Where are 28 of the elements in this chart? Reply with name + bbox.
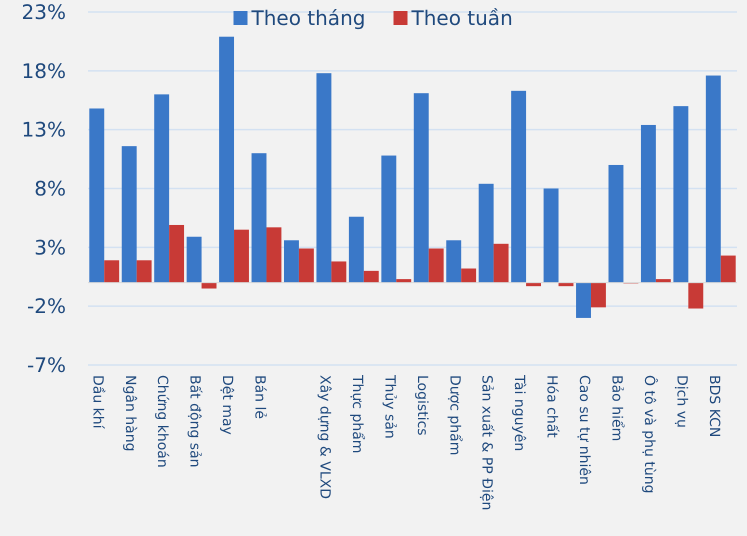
x-tick-label: Bảo hiểm (608, 375, 626, 442)
x-tick-label: BDS KCN (706, 375, 722, 438)
legend-label: Theo tuần (410, 6, 513, 30)
x-tick-label: Thủy sản (381, 374, 398, 439)
x-tick-label: Hóa chất (544, 375, 560, 438)
x-tick-label: Tài nguyên (511, 374, 528, 452)
x-tick-label: Chứng khoán (154, 375, 170, 468)
y-tick-label: 3% (34, 235, 66, 260)
x-tick-label: Cao su tự nhiên (576, 375, 592, 485)
x-tick-label: Xây dựng & VLXD (316, 375, 332, 499)
x-tick-label: Dịch vụ (673, 375, 690, 428)
x-tick-label: Ô tô và phụ tùng (640, 375, 658, 494)
x-tick-label: Logistics (414, 375, 430, 436)
y-tick-label: 8% (34, 176, 66, 200)
x-tick-label: Thực phẩm (348, 374, 366, 454)
x-tick-label: Sản xuất & PP Điện (478, 375, 495, 510)
y-tick-label: -7% (27, 353, 66, 377)
legend-label: Theo tháng (250, 6, 366, 30)
x-tick-label: Bán lẻ (252, 375, 268, 420)
y-tick-label: -2% (27, 294, 66, 318)
x-tick-label: Bất động sản (186, 375, 203, 468)
x-tick-label: Ngân hàng (122, 375, 138, 452)
y-tick-label: 18% (22, 58, 66, 83)
x-tick-label: Dầu khí (89, 375, 106, 430)
x-tick-label: Dệt may (219, 375, 236, 435)
x-tick-label: Dược phẩm (446, 375, 464, 456)
y-tick-label: 13% (22, 118, 66, 142)
y-tick-label: 23% (22, 0, 66, 24)
